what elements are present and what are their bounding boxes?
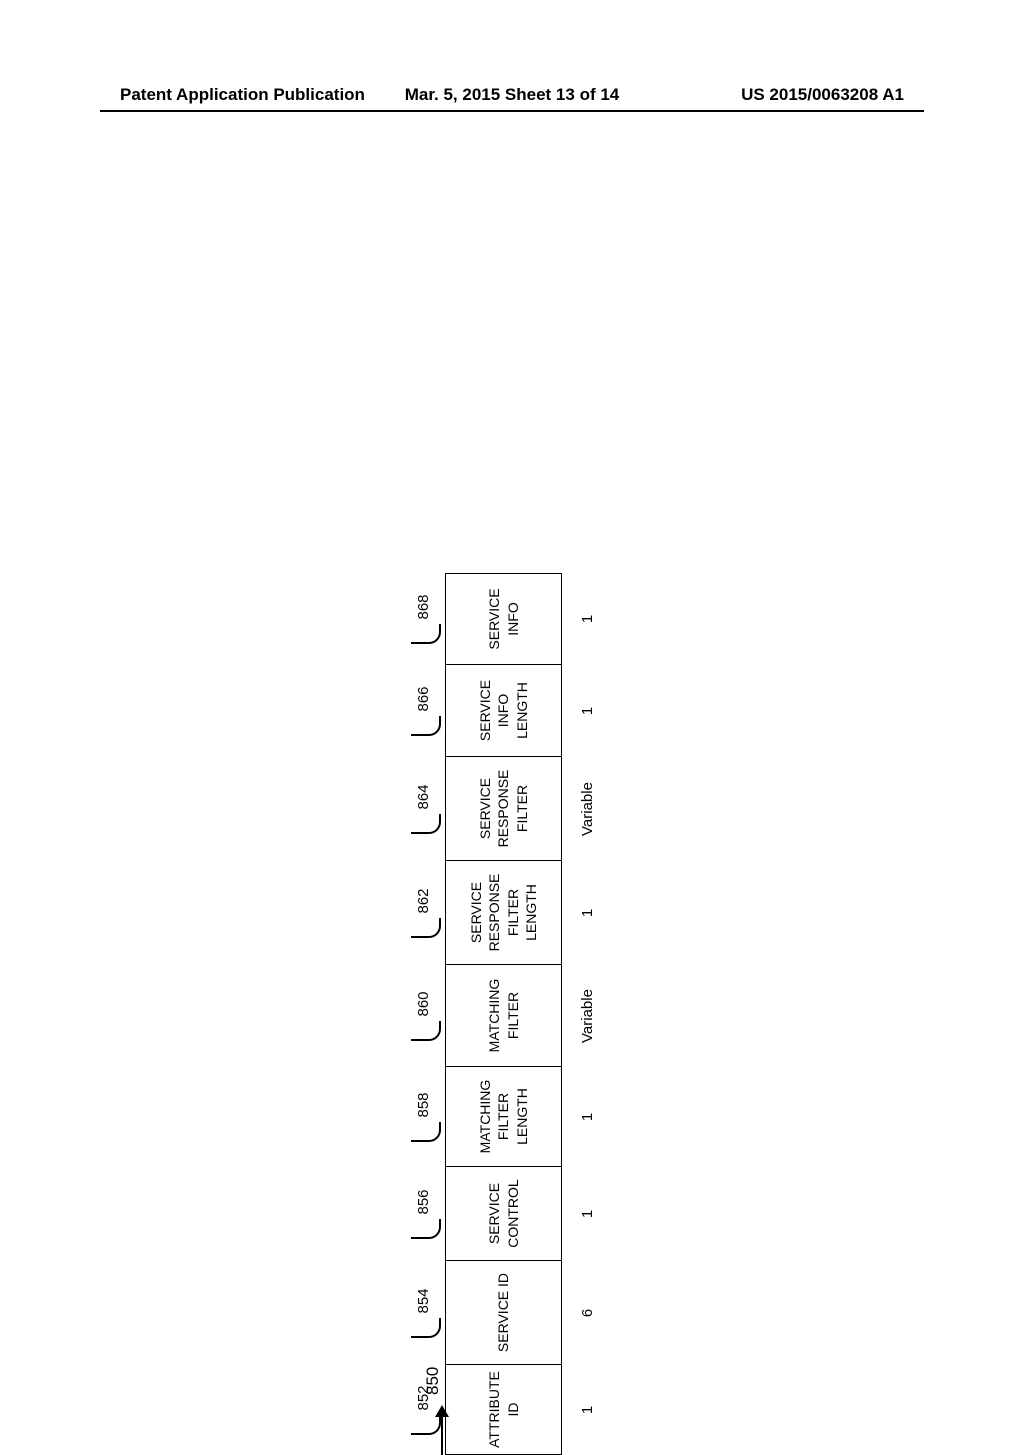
ref-hook-icon: [411, 1318, 441, 1338]
col-value: Variable: [575, 965, 599, 1067]
table-col: SERVICE CONTROL: [445, 1167, 562, 1261]
table-col: SERVICE INFO LENGTH: [445, 665, 562, 757]
table-col: SERVICE ID: [445, 1261, 562, 1365]
ref-number: 860: [415, 991, 432, 1016]
col-value: 6: [575, 1261, 599, 1365]
col-value: 1: [575, 665, 599, 757]
diagram-rotated: 850 852854856858860862864866868 ATTRIBUT…: [445, 460, 1024, 1040]
arrow-shaft: [441, 1417, 443, 1455]
table-col: SERVICE INFO: [445, 573, 562, 665]
col-header: SERVICE INFO: [446, 574, 561, 664]
ref-hook-icon: [411, 1415, 441, 1435]
ref-hook-icon: [411, 716, 441, 736]
ref-hook-icon: [411, 624, 441, 644]
col-header: SERVICE RESPONSE FILTER: [446, 757, 561, 860]
ref-cell: 868: [405, 573, 441, 665]
ref-number: 854: [415, 1288, 432, 1313]
ref-hook-icon: [411, 1122, 441, 1142]
ref-cell: 864: [405, 757, 441, 861]
page-header: Patent Application Publication Mar. 5, 2…: [0, 85, 1024, 105]
col-value: Variable: [575, 757, 599, 861]
header-center: Mar. 5, 2015 Sheet 13 of 14: [381, 85, 642, 105]
table-col: MATCHING FILTER: [445, 965, 562, 1067]
col-value: 1: [575, 861, 599, 965]
ref-cell: 852: [405, 1365, 441, 1455]
header-right: US 2015/0063208 A1: [643, 85, 904, 105]
ref-hook-icon: [411, 918, 441, 938]
header-left: Patent Application Publication: [120, 85, 381, 105]
ref-cell: 866: [405, 665, 441, 757]
ref-cell: 854: [405, 1261, 441, 1365]
ref-number: 852: [415, 1385, 432, 1410]
ref-hook-icon: [411, 814, 441, 834]
col-header: ATTRIBUTE ID: [446, 1365, 561, 1454]
ref-number: 858: [415, 1092, 432, 1117]
packet-table: 852854856858860862864866868 ATTRIBUTE ID…: [445, 460, 562, 1455]
ref-cell: 856: [405, 1167, 441, 1261]
ref-cell: 862: [405, 861, 441, 965]
ref-number: 864: [415, 784, 432, 809]
ref-number: 856: [415, 1189, 432, 1214]
ref-cell: 858: [405, 1067, 441, 1167]
ref-number: 868: [415, 594, 432, 619]
ref-number: 862: [415, 888, 432, 913]
col-header: SERVICE CONTROL: [446, 1167, 561, 1260]
table-col: MATCHING FILTER LENGTH: [445, 1067, 562, 1167]
table-col: SERVICE RESPONSE FILTER LENGTH: [445, 861, 562, 965]
ref-cell: 860: [405, 965, 441, 1067]
ref-number: 866: [415, 686, 432, 711]
col-header: SERVICE INFO LENGTH: [446, 665, 561, 756]
col-header: SERVICE RESPONSE FILTER LENGTH: [446, 861, 561, 964]
ref-hook-icon: [411, 1021, 441, 1041]
table-col: SERVICE RESPONSE FILTER: [445, 757, 562, 861]
col-value: 1: [575, 1365, 599, 1455]
table-body: ATTRIBUTE IDSERVICE IDSERVICE CONTROLMAT…: [445, 460, 562, 1455]
col-value: 1: [575, 1067, 599, 1167]
col-value: 1: [575, 1167, 599, 1261]
col-header: MATCHING FILTER LENGTH: [446, 1067, 561, 1166]
header-divider: [100, 110, 924, 112]
ref-row: 852 854 856 858 860 862 864 866 868: [405, 460, 441, 1455]
table-col: ATTRIBUTE ID: [445, 1365, 562, 1455]
ref-hook-icon: [411, 1219, 441, 1239]
col-header: MATCHING FILTER: [446, 965, 561, 1066]
value-row: 1611Variable1Variable11: [575, 460, 599, 1455]
col-header: SERVICE ID: [446, 1261, 561, 1364]
col-value: 1: [575, 573, 599, 665]
